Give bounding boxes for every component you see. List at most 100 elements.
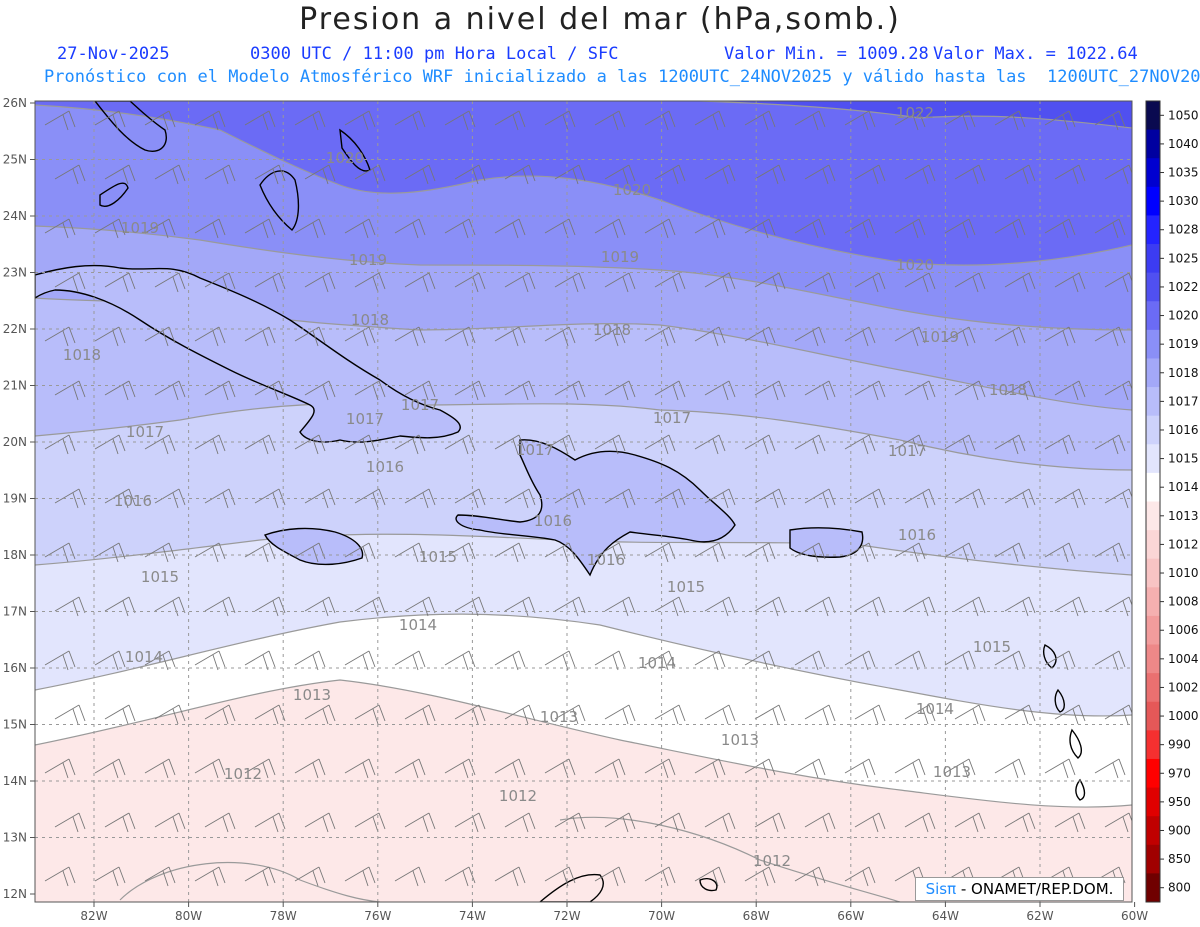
colorbar-swatch <box>1146 244 1160 274</box>
lat-lon-grid <box>35 101 1132 902</box>
colorbar-swatch <box>1146 387 1160 417</box>
contour-label: 1020 <box>896 256 934 274</box>
wind-barb <box>954 704 986 725</box>
wind-barb <box>1094 650 1126 671</box>
colorbar-swatch <box>1146 215 1160 245</box>
wind-barb <box>144 326 176 347</box>
wind-barb <box>854 812 886 833</box>
wind-barb <box>504 488 536 509</box>
wind-barb <box>344 110 376 131</box>
contour-label-group: 1022 1020 1020 1020 1019 1019 1019 1019 1018 1018… <box>63 104 1027 870</box>
lon-label: 60W <box>1121 909 1148 923</box>
wind-barb <box>454 380 486 401</box>
wind-barb <box>194 434 226 455</box>
lat-label: 24N <box>3 209 27 223</box>
wind-barb <box>404 164 436 185</box>
colorbar-swatch <box>1146 415 1160 445</box>
colorbar-label: 1020 <box>1168 309 1199 323</box>
wind-barb <box>494 326 526 347</box>
contour-label: 1019 <box>349 251 387 269</box>
lon-label: 80W <box>175 909 202 923</box>
contour-label: 1012 <box>224 765 262 783</box>
wind-barb <box>654 596 686 617</box>
colorbar-label: 1006 <box>1168 623 1199 637</box>
wind-barb <box>854 704 886 725</box>
contour-label: 1017 <box>126 423 164 441</box>
contour-label: 1015 <box>141 568 179 586</box>
wind-barb <box>144 866 176 887</box>
wind-barb <box>1104 380 1132 401</box>
wind-barb <box>754 488 786 509</box>
wind-barb <box>1044 110 1076 131</box>
wind-barb <box>804 596 836 617</box>
colorbar-swatch <box>1146 329 1160 359</box>
wind-barb <box>1104 704 1132 725</box>
wind-barb <box>654 704 686 725</box>
colorbar-label: 1012 <box>1168 537 1199 551</box>
wind-barb <box>344 866 376 887</box>
wind-barb <box>1004 164 1036 185</box>
wind-barb <box>754 164 786 185</box>
wind-barb <box>894 110 926 131</box>
wind-barb <box>204 488 236 509</box>
wind-barb <box>544 866 576 887</box>
lat-label: 18N <box>3 548 27 562</box>
wind-barb <box>704 164 736 185</box>
contour-label: 1015 <box>667 578 705 596</box>
wind-barb <box>1054 272 1086 293</box>
contour-label: 1016 <box>898 526 936 544</box>
wind-barb <box>704 488 736 509</box>
wind-barb <box>404 380 436 401</box>
wind-barb <box>304 596 336 617</box>
colorbar-label: 1050 <box>1168 108 1199 122</box>
colorbar-label: 1016 <box>1168 423 1199 437</box>
wind-barb <box>454 164 486 185</box>
wind-barb <box>754 380 786 401</box>
wind-barb <box>494 218 526 239</box>
wind-barb <box>104 812 136 833</box>
wind-barb <box>744 110 776 131</box>
colorbar-swatch <box>1146 644 1160 674</box>
colorbar-label: 800 <box>1168 881 1191 895</box>
wind-barb <box>254 812 286 833</box>
wind-barb <box>204 272 236 293</box>
contour-label: 1016 <box>366 458 404 476</box>
wind-barb <box>454 272 486 293</box>
wind-barb <box>804 272 836 293</box>
forecast-description: Pronóstico con el Modelo Atmosférico WRF… <box>44 67 1200 87</box>
wind-barb <box>154 488 186 509</box>
wind-barb <box>594 326 626 347</box>
wind-barb <box>94 866 126 887</box>
wind-barb <box>204 812 236 833</box>
wind-barb <box>104 704 136 725</box>
credit-org: - ONAMET/REP.DOM. <box>956 880 1114 898</box>
colorbar-swatch <box>1146 444 1160 474</box>
contour-label: 1012 <box>753 852 791 870</box>
colorbar-label: 1017 <box>1168 394 1199 408</box>
wind-barb <box>154 164 186 185</box>
wind-barb <box>704 272 736 293</box>
contour-label: 1016 <box>114 492 152 510</box>
contour-label: 1017 <box>516 441 554 459</box>
colorbar-swatch <box>1146 787 1160 817</box>
wind-barb <box>1044 758 1076 779</box>
colorbar-swatch <box>1146 129 1160 159</box>
wind-barb <box>404 488 436 509</box>
wind-barb <box>254 272 286 293</box>
wind-barb <box>954 488 986 509</box>
wind-barb <box>344 650 376 671</box>
wind-barb <box>194 110 226 131</box>
wind-barb <box>354 596 386 617</box>
colorbar-swatch <box>1146 358 1160 388</box>
wind-barb <box>844 326 876 347</box>
colorbar-swatch <box>1146 558 1160 588</box>
wind-barb <box>1004 596 1036 617</box>
contour-label: 1018 <box>351 311 389 329</box>
contour-label: 1013 <box>933 763 971 781</box>
contour-label: 1017 <box>888 442 926 460</box>
wind-barb <box>354 488 386 509</box>
wind-barb <box>254 164 286 185</box>
lon-label: 66W <box>837 909 864 923</box>
lat-label: 21N <box>3 379 27 393</box>
wind-barb <box>954 380 986 401</box>
